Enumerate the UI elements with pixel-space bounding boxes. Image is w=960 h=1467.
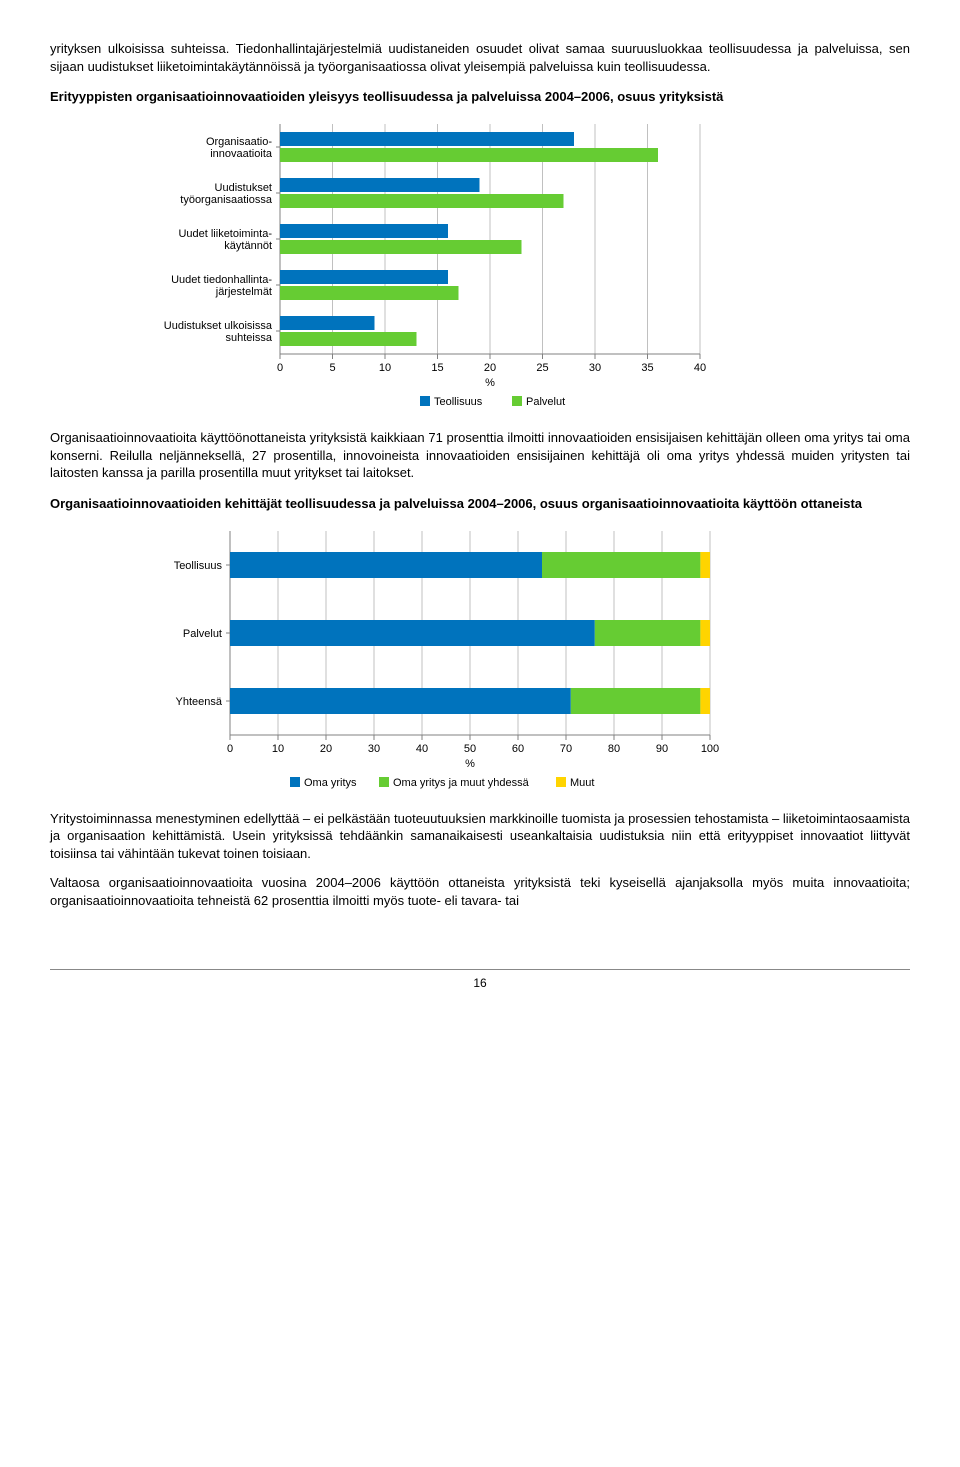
svg-text:10: 10 bbox=[379, 362, 391, 374]
svg-text:järjestelmät: järjestelmät bbox=[215, 286, 272, 298]
svg-text:Teollisuus: Teollisuus bbox=[434, 396, 483, 408]
svg-text:50: 50 bbox=[464, 743, 476, 755]
svg-text:Oma yritys: Oma yritys bbox=[304, 777, 357, 789]
chart2: 0 10 20 30 40 50 60 70 80 90 100 Teollisuus Palvelut… bbox=[140, 521, 910, 790]
svg-text:0: 0 bbox=[227, 743, 233, 755]
svg-text:30: 30 bbox=[368, 743, 380, 755]
svg-text:90: 90 bbox=[656, 743, 668, 755]
mid-paragraph: Organisaatioinnovaatioita käyttöönottane… bbox=[50, 429, 910, 482]
intro-paragraph-tail: yrityksen ulkoisissa suhteissa. Tiedonha… bbox=[50, 40, 910, 75]
svg-text:80: 80 bbox=[608, 743, 620, 755]
svg-text:Teollisuus: Teollisuus bbox=[174, 560, 223, 572]
svg-text:innovaatioita: innovaatioita bbox=[210, 148, 273, 160]
svg-text:Organisaatio-: Organisaatio- bbox=[206, 136, 272, 148]
svg-text:20: 20 bbox=[484, 362, 496, 374]
svg-text:Palvelut: Palvelut bbox=[526, 396, 565, 408]
svg-text:15: 15 bbox=[431, 362, 443, 374]
svg-text:35: 35 bbox=[641, 362, 653, 374]
svg-text:100: 100 bbox=[701, 743, 719, 755]
svg-text:60: 60 bbox=[512, 743, 524, 755]
svg-text:Palvelut: Palvelut bbox=[183, 628, 222, 640]
svg-text:20: 20 bbox=[320, 743, 332, 755]
svg-text:70: 70 bbox=[560, 743, 572, 755]
svg-text:40: 40 bbox=[694, 362, 706, 374]
chart2-title: Organisaatioinnovaatioiden kehittäjät te… bbox=[50, 496, 910, 511]
svg-text:Muut: Muut bbox=[570, 777, 594, 789]
svg-text:käytännöt: käytännöt bbox=[224, 240, 272, 252]
svg-text:25: 25 bbox=[536, 362, 548, 374]
svg-text:10: 10 bbox=[272, 743, 284, 755]
chart1-title: Erityyppisten organisaatioinnovaatioiden… bbox=[50, 89, 910, 104]
after-paragraph-2: Valtaosa organisaatioinnovaatioita vuosi… bbox=[50, 874, 910, 909]
svg-text:Uudet liiketoiminta-: Uudet liiketoiminta- bbox=[178, 228, 272, 240]
svg-text:5: 5 bbox=[329, 362, 335, 374]
svg-text:30: 30 bbox=[589, 362, 601, 374]
svg-text:%: % bbox=[485, 377, 495, 389]
page-number: 16 bbox=[50, 969, 910, 990]
svg-text:Oma yritys ja muut yhdessä: Oma yritys ja muut yhdessä bbox=[393, 777, 530, 789]
chart1-svg: 0 5 10 15 20 25 30 35 40 Organisaatio-innovaatioi… bbox=[140, 114, 720, 409]
svg-text:Uudet tiedonhallinta-: Uudet tiedonhallinta- bbox=[171, 274, 272, 286]
chart2-svg: 0 10 20 30 40 50 60 70 80 90 100 Teollisuus Palvelut… bbox=[140, 521, 730, 790]
after-paragraph-1: Yritystoiminnassa menestyminen edellyttä… bbox=[50, 810, 910, 863]
svg-text:0: 0 bbox=[277, 362, 283, 374]
svg-text:%: % bbox=[465, 758, 475, 770]
chart1: 0 5 10 15 20 25 30 35 40 Organisaatio-innovaatioi… bbox=[140, 114, 910, 409]
svg-text:Uudistukset ulkoisissa: Uudistukset ulkoisissa bbox=[164, 320, 273, 332]
svg-text:Uudistukset: Uudistukset bbox=[215, 182, 272, 194]
svg-text:40: 40 bbox=[416, 743, 428, 755]
svg-text:suhteissa: suhteissa bbox=[226, 332, 273, 344]
svg-text:Yhteensä: Yhteensä bbox=[176, 696, 223, 708]
svg-text:työorganisaatiossa: työorganisaatiossa bbox=[180, 194, 273, 206]
